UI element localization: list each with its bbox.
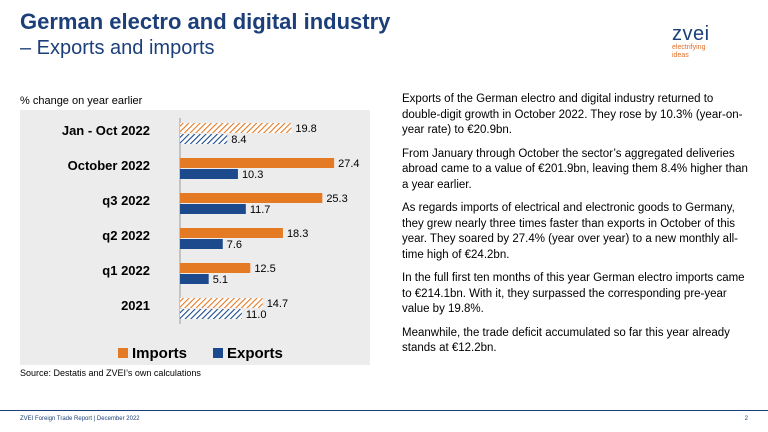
- chart-caption: % change on year earlier: [20, 95, 143, 107]
- source-note: Source: Destatis and ZVEI’s own calculat…: [20, 368, 201, 378]
- legend-label-imports: Imports: [132, 345, 187, 362]
- data-label: 10.3: [242, 169, 263, 181]
- legend-swatch-exports: [213, 348, 223, 358]
- zvei-logo: zvei electrifying ideas: [672, 24, 752, 60]
- data-label: 8.4: [231, 134, 246, 146]
- paragraph: Exports of the German electro and digita…: [402, 93, 743, 136]
- category-label: October 2022: [68, 158, 150, 173]
- exports-bar: [180, 274, 209, 284]
- imports-bar: [180, 263, 251, 273]
- data-label: 5.1: [213, 274, 228, 286]
- data-label: 12.5: [254, 263, 275, 275]
- chart-area: Jan - Oct 2022 19.8 8.4 October 2022 27.4 10.…: [20, 110, 370, 365]
- imports-bar: [180, 123, 292, 133]
- imports-bar: [180, 158, 335, 168]
- page-subtitle: – Exports and imports: [20, 37, 215, 59]
- footer-divider: [0, 410, 768, 411]
- logo-tagline-1: electrifying: [672, 44, 706, 51]
- paragraph: From January through October the sector’…: [402, 147, 748, 191]
- legend-label-exports: Exports: [227, 345, 283, 362]
- data-label: 19.8: [295, 123, 316, 135]
- data-label: 27.4: [338, 158, 359, 170]
- page-number: 2: [744, 416, 748, 422]
- commentary-panel: Exports of the German electro and digita…: [402, 92, 754, 365]
- exports-bar: [180, 169, 238, 179]
- category-label: Jan - Oct 2022: [62, 123, 150, 138]
- imports-bar: [180, 228, 283, 238]
- logo-word: zvei: [672, 23, 710, 45]
- page-title: German electro and digital industry: [20, 9, 391, 34]
- data-label: 11.7: [250, 204, 271, 216]
- category-label: q3 2022: [102, 193, 150, 208]
- data-label: 11.0: [246, 309, 267, 321]
- category-label: q2 2022: [102, 228, 150, 243]
- imports-bar: [180, 298, 263, 308]
- exports-bar: [180, 134, 228, 144]
- data-label: 14.7: [267, 298, 288, 310]
- footer-report-name: ZVEI Foreign Trade Report | December 202…: [20, 416, 140, 422]
- paragraph: In the full first ten months of this yea…: [402, 272, 745, 315]
- logo-tagline-2: ideas: [672, 52, 689, 59]
- data-label: 25.3: [326, 193, 347, 205]
- data-label: 7.6: [227, 239, 242, 251]
- bar-chart: Jan - Oct 2022 19.8 8.4 October 2022 27.4 10.…: [62, 118, 360, 362]
- category-label: q1 2022: [102, 263, 150, 278]
- paragraph: Meanwhile, the trade deficit accumulated…: [402, 326, 730, 355]
- exports-bar: [180, 204, 246, 214]
- exports-bar: [180, 239, 223, 249]
- data-label: 18.3: [287, 228, 308, 240]
- category-label: 2021: [121, 298, 150, 313]
- exports-bar: [180, 309, 242, 319]
- imports-bar: [180, 193, 323, 203]
- paragraph: As regards imports of electrical and ele…: [402, 202, 739, 261]
- legend-swatch-imports: [118, 348, 128, 358]
